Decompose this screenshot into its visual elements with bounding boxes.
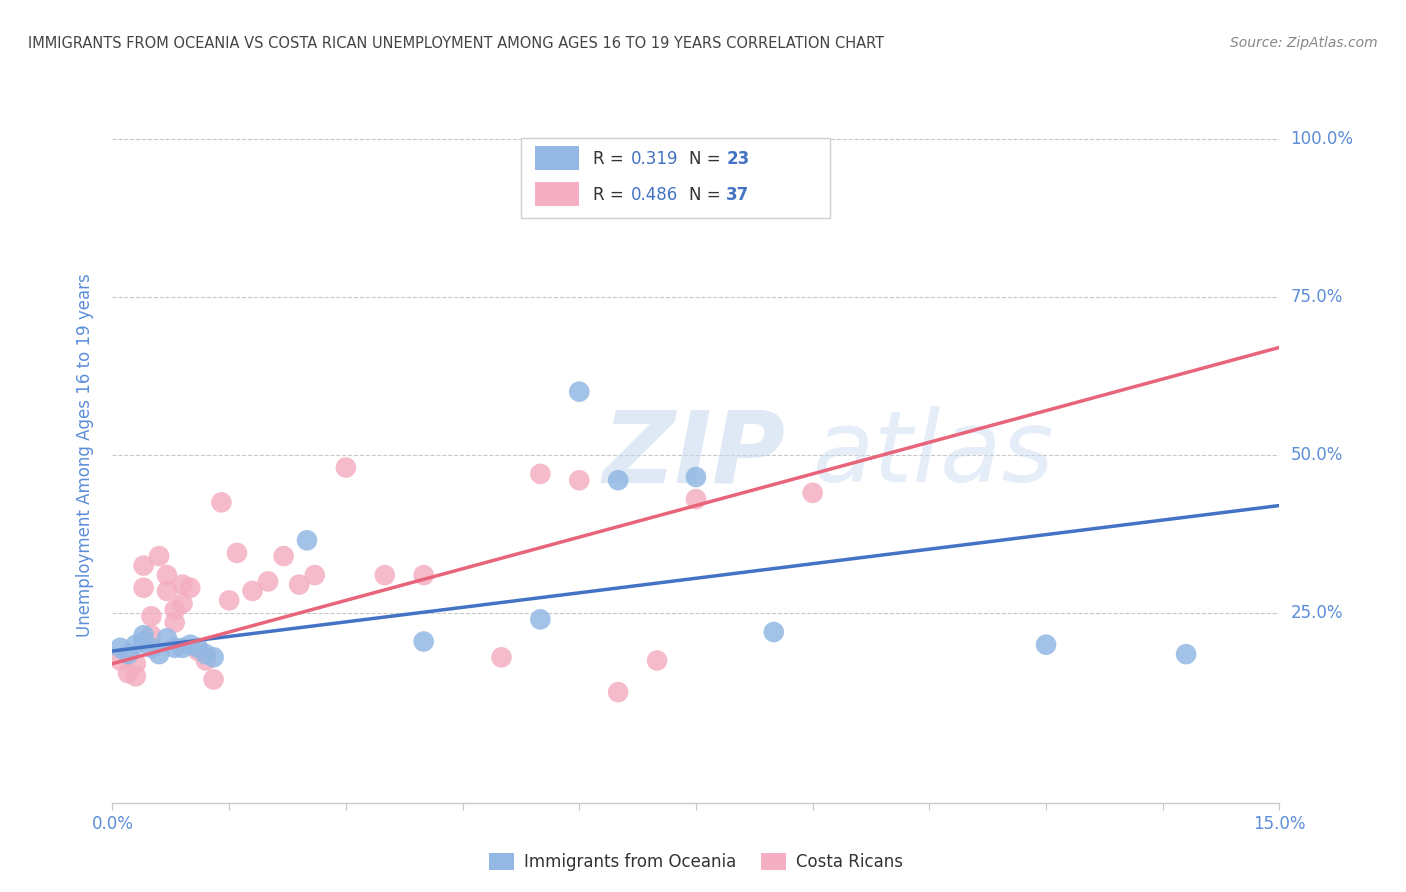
Text: R =: R = <box>593 150 630 169</box>
Point <box>288 577 311 591</box>
Y-axis label: Unemployment Among Ages 16 to 19 years: Unemployment Among Ages 16 to 19 years <box>76 273 94 637</box>
Point <box>607 473 630 487</box>
Point <box>529 612 551 626</box>
Point <box>156 583 179 598</box>
Text: 75.0%: 75.0% <box>1291 288 1343 306</box>
Point <box>117 666 139 681</box>
Point <box>132 581 155 595</box>
Point <box>568 473 591 487</box>
Point <box>685 470 707 484</box>
Point <box>156 568 179 582</box>
Point <box>645 653 668 667</box>
Point <box>607 685 630 699</box>
Point <box>295 533 318 548</box>
Point <box>187 644 209 658</box>
Point <box>568 384 591 399</box>
Point <box>273 549 295 563</box>
Text: N =: N = <box>689 150 725 169</box>
Point <box>226 546 249 560</box>
Point <box>110 653 132 667</box>
Point <box>1035 638 1057 652</box>
Point <box>257 574 280 589</box>
Text: 37: 37 <box>727 186 749 204</box>
Point <box>163 640 186 655</box>
Point <box>374 568 396 582</box>
Legend: Immigrants from Oceania, Costa Ricans: Immigrants from Oceania, Costa Ricans <box>482 847 910 878</box>
Text: IMMIGRANTS FROM OCEANIA VS COSTA RICAN UNEMPLOYMENT AMONG AGES 16 TO 19 YEARS CO: IMMIGRANTS FROM OCEANIA VS COSTA RICAN U… <box>28 36 884 51</box>
Text: 50.0%: 50.0% <box>1291 446 1343 464</box>
Point <box>335 460 357 475</box>
Point <box>172 640 194 655</box>
Point <box>172 577 194 591</box>
Text: 25.0%: 25.0% <box>1291 604 1343 622</box>
Point <box>179 581 201 595</box>
Point <box>125 657 148 671</box>
Point <box>801 486 824 500</box>
Text: Source: ZipAtlas.com: Source: ZipAtlas.com <box>1230 36 1378 50</box>
Point <box>132 628 155 642</box>
Point <box>132 558 155 573</box>
Point <box>491 650 513 665</box>
Point <box>194 653 217 667</box>
Point <box>163 615 186 630</box>
Point <box>125 638 148 652</box>
Point <box>194 647 217 661</box>
FancyBboxPatch shape <box>534 182 579 206</box>
Point <box>529 467 551 481</box>
Point <box>685 492 707 507</box>
Text: ZIP: ZIP <box>603 407 786 503</box>
Point <box>202 673 225 687</box>
Text: 23: 23 <box>727 150 749 169</box>
FancyBboxPatch shape <box>520 138 830 219</box>
Point <box>202 650 225 665</box>
Point <box>179 638 201 652</box>
Point <box>412 568 434 582</box>
Point <box>172 597 194 611</box>
Point <box>304 568 326 582</box>
Text: 0.319: 0.319 <box>631 150 678 169</box>
Point <box>141 640 163 655</box>
Point <box>132 634 155 648</box>
Point <box>1175 647 1198 661</box>
Point <box>242 583 264 598</box>
Point <box>187 640 209 655</box>
Point <box>762 625 785 640</box>
Point <box>156 632 179 646</box>
FancyBboxPatch shape <box>534 146 579 170</box>
Point <box>412 634 434 648</box>
Text: atlas: atlas <box>813 407 1054 503</box>
Text: R =: R = <box>593 186 630 204</box>
Point <box>117 647 139 661</box>
Point <box>125 669 148 683</box>
Point <box>148 647 170 661</box>
Text: 100.0%: 100.0% <box>1291 129 1354 148</box>
Point <box>141 628 163 642</box>
Point <box>141 609 163 624</box>
Text: 0.486: 0.486 <box>631 186 678 204</box>
Point <box>148 549 170 563</box>
Text: N =: N = <box>689 186 725 204</box>
Point <box>209 495 232 509</box>
Point <box>218 593 240 607</box>
Point <box>163 603 186 617</box>
Point <box>110 640 132 655</box>
